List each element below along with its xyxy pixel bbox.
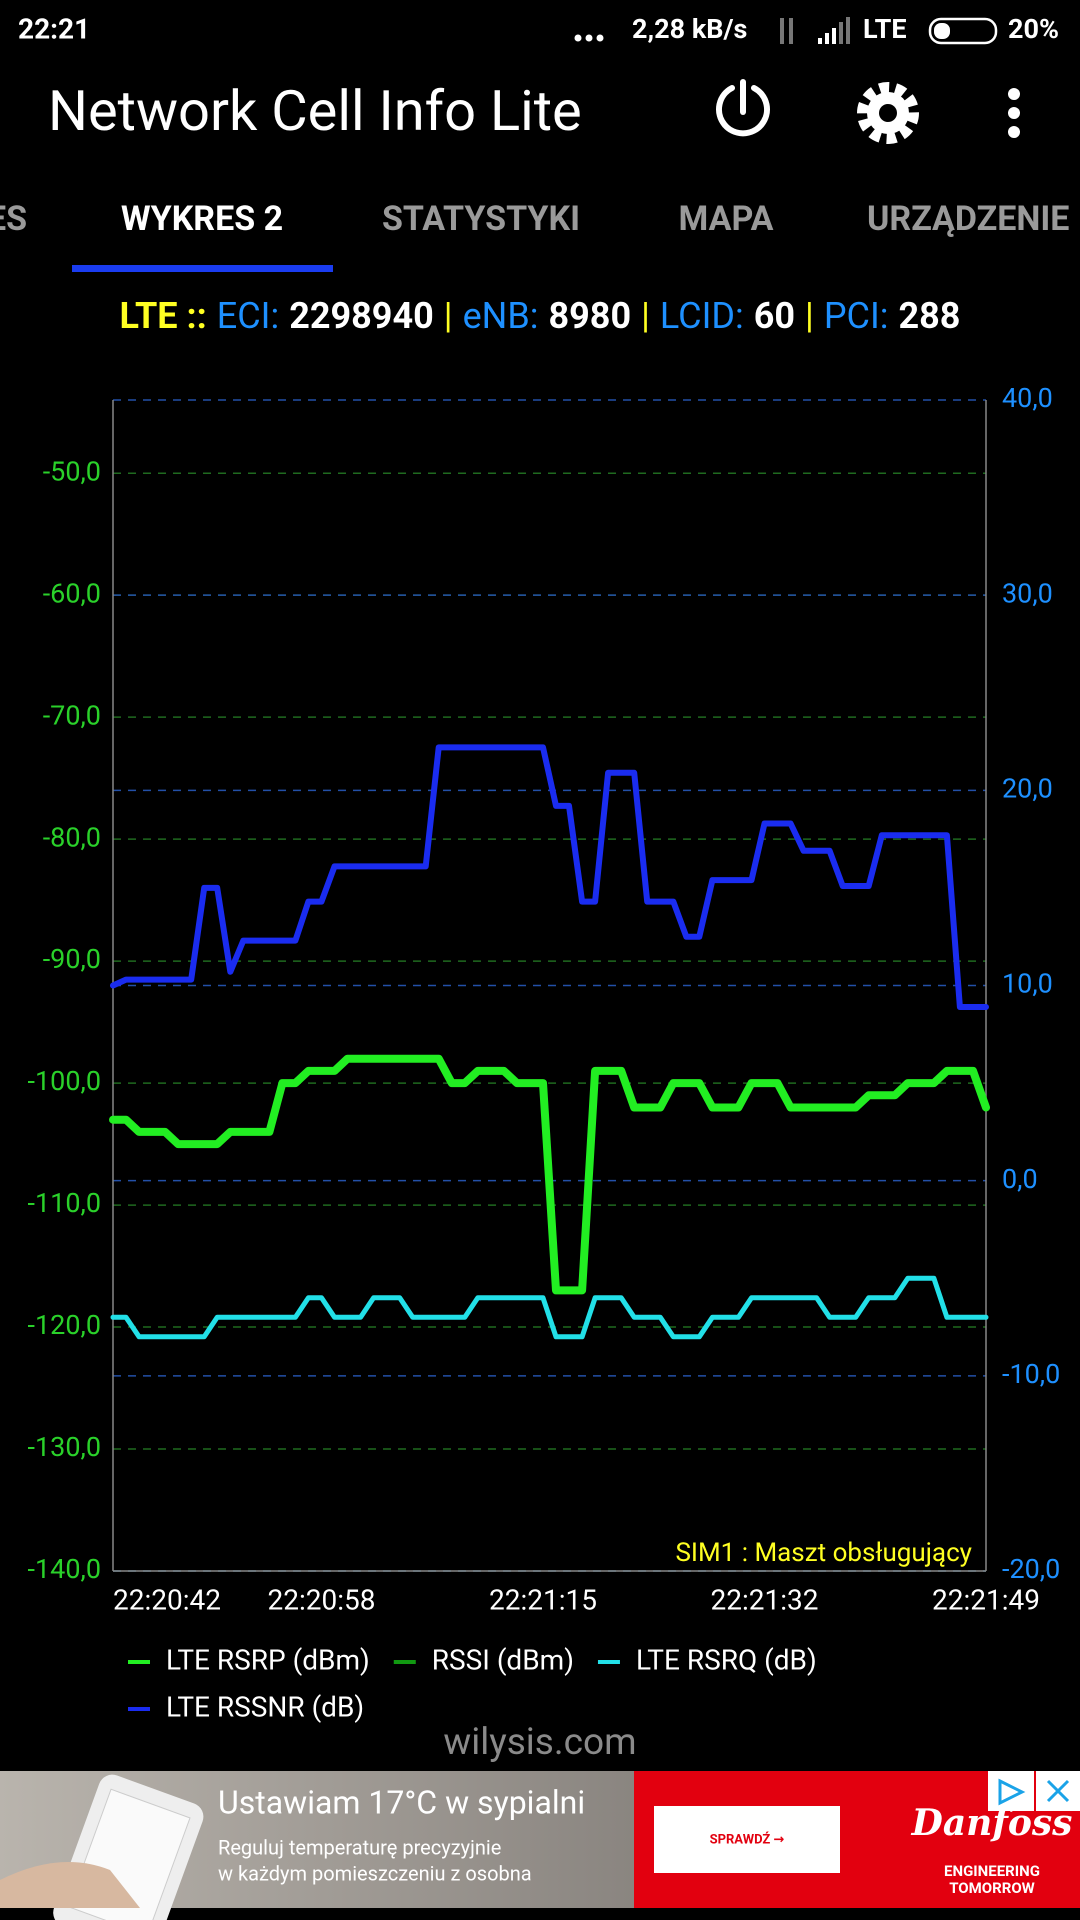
cell-field-label: LCID: bbox=[660, 295, 744, 337]
y2-tick-label: 40,0 bbox=[1002, 382, 1053, 414]
ad-headline: Ustawiam 17°C w sypialni bbox=[218, 1783, 585, 1821]
signal-icon bbox=[818, 17, 850, 44]
tab-bar: ES WYKRES 2 STATYSTYKI MAPA URZĄDZENIE bbox=[0, 199, 1069, 272]
legend-label: LTE RSRQ (dB) bbox=[636, 1643, 817, 1676]
cell-field-label: eNB: bbox=[463, 295, 539, 337]
chart-annotation: SIM1 : Maszt obsługujący bbox=[675, 1538, 972, 1568]
x-tick-label: 22:21:32 bbox=[711, 1583, 819, 1616]
y-tick-label: -90,0 bbox=[43, 943, 101, 975]
ad-choices[interactable] bbox=[988, 1771, 1034, 1811]
tab[interactable]: MAPA bbox=[679, 199, 774, 239]
cell-field-label: ECI: bbox=[217, 295, 279, 337]
x-tick-label: 22:20:58 bbox=[267, 1583, 375, 1616]
data-arrows-icon bbox=[780, 18, 793, 44]
y-tick-label: -80,0 bbox=[43, 821, 101, 853]
status-dots bbox=[574, 34, 604, 42]
ad-tagline: TOMORROW bbox=[949, 1879, 1035, 1897]
series-line bbox=[110, 1275, 989, 1340]
tab-indicator bbox=[72, 265, 333, 272]
cell-field-value: 288 bbox=[899, 295, 961, 337]
x-tick-label: 22:21:15 bbox=[489, 1583, 597, 1616]
status-network: LTE bbox=[863, 13, 907, 45]
ad-tagline: ENGINEERING bbox=[944, 1862, 1040, 1880]
cell-technology: LTE :: bbox=[120, 295, 207, 337]
x-tick-label: 22:21:49 bbox=[932, 1583, 1040, 1616]
y-tick-label: -110,0 bbox=[28, 1187, 101, 1219]
legend-item: LTE RSRQ (dB) bbox=[597, 1643, 817, 1676]
watermark: wilysis.com bbox=[443, 1721, 636, 1764]
ad-close[interactable] bbox=[1036, 1771, 1080, 1811]
legend-item: LTE RSRP (dBm) bbox=[128, 1643, 370, 1676]
tab[interactable]: STATYSTYKI bbox=[382, 199, 580, 239]
more-button[interactable] bbox=[1008, 88, 1020, 138]
y2-tick-label: 0,0 bbox=[1002, 1163, 1038, 1195]
x-tick-label: 22:20:42 bbox=[113, 1583, 221, 1616]
legend-label: LTE RSRP (dBm) bbox=[166, 1643, 370, 1676]
ad-phone bbox=[0, 1774, 204, 1920]
y-tick-label: -120,0 bbox=[28, 1309, 101, 1341]
ad-button[interactable] bbox=[654, 1806, 840, 1873]
y2-tick-label: -10,0 bbox=[1002, 1358, 1060, 1390]
cell-info: LTE :: ECI: 2298940 | eNB: 8980 | LCID: 60 | PCI: 2… bbox=[120, 295, 961, 337]
ad-banner[interactable]: Ustawiam 17°C w sypialni Reguluj tempera… bbox=[0, 1771, 1080, 1920]
y-tick-label: -140,0 bbox=[28, 1553, 101, 1585]
y2-tick-label: 20,0 bbox=[1002, 772, 1053, 804]
chart: -140,0 -130,0 -120,0 -110,0 -100,0 -90,0 -80,0… bbox=[28, 382, 1061, 1723]
cell-separator: | bbox=[641, 295, 650, 337]
y2-tick-label: 30,0 bbox=[1002, 577, 1053, 609]
settings-button[interactable] bbox=[857, 82, 919, 144]
cell-field-value: 2298940 bbox=[289, 295, 434, 337]
cell-field-value: 60 bbox=[754, 295, 795, 337]
y2-tick-label: 10,0 bbox=[1002, 968, 1053, 1000]
cell-separator: | bbox=[805, 295, 814, 337]
legend-label: LTE RSSNR (dB) bbox=[166, 1690, 364, 1723]
series-line bbox=[109, 1054, 990, 1295]
cell-field-label: PCI: bbox=[824, 295, 889, 337]
series-line bbox=[110, 744, 989, 1010]
status-speed: 2,28 kB/s bbox=[632, 13, 747, 45]
battery-icon bbox=[928, 17, 998, 45]
y-tick-label: -70,0 bbox=[43, 699, 101, 731]
ad-button-label[interactable]: SPRAWDŹ → bbox=[710, 1831, 785, 1847]
power-button[interactable] bbox=[716, 79, 770, 137]
status-battery: 20% bbox=[1008, 13, 1059, 45]
legend-item: RSSI (dBm) bbox=[393, 1643, 574, 1676]
y-tick-label: -50,0 bbox=[43, 455, 101, 487]
cell-field-value: 8980 bbox=[549, 295, 632, 337]
tab[interactable]: ES bbox=[0, 199, 27, 239]
y2-tick-label: -20,0 bbox=[1002, 1553, 1060, 1585]
y-tick-label: -100,0 bbox=[28, 1065, 101, 1097]
tab[interactable]: URZĄDZENIE bbox=[867, 199, 1069, 239]
legend-item: LTE RSSNR (dB) bbox=[128, 1690, 364, 1723]
ad-body: Reguluj temperaturę precyzyjnie bbox=[218, 1835, 501, 1859]
legend-label: RSSI (dBm) bbox=[432, 1643, 574, 1676]
tab[interactable]: WYKRES 2 bbox=[121, 199, 283, 239]
app-title: Network Cell Info Lite bbox=[48, 78, 582, 144]
ad-body: w każdym pomieszczeniu z osobna bbox=[218, 1861, 532, 1885]
cell-separator: | bbox=[444, 295, 453, 337]
y-tick-label: -130,0 bbox=[28, 1431, 101, 1463]
y-tick-label: -60,0 bbox=[43, 577, 101, 609]
status-time: 22:21 bbox=[18, 12, 90, 45]
